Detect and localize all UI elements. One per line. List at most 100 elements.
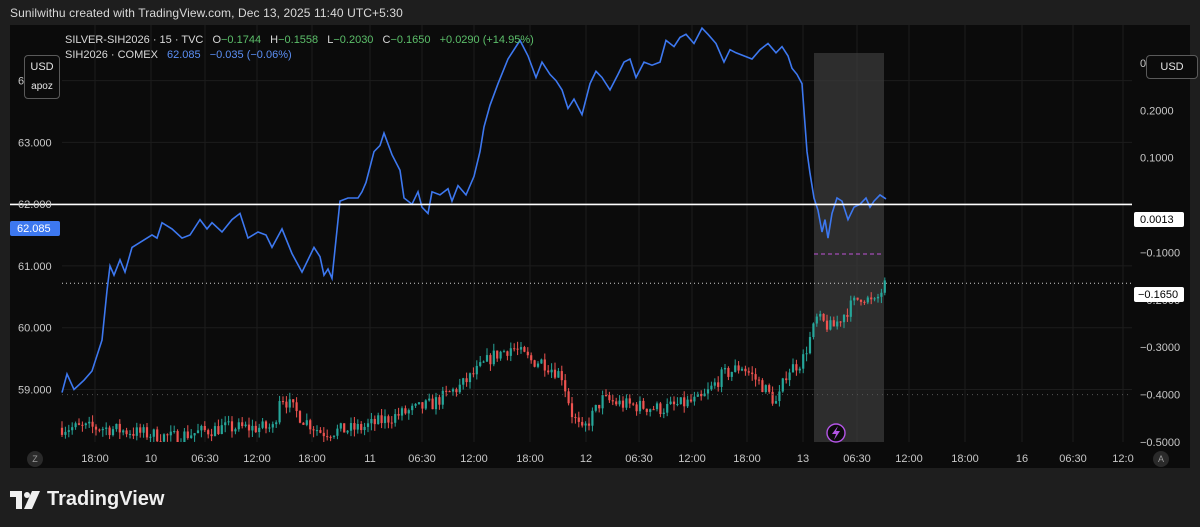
candle-body xyxy=(91,421,94,427)
left-scale-label: apoz xyxy=(31,81,53,92)
horizontal-lines xyxy=(10,203,1132,396)
candle-body xyxy=(594,404,597,411)
time-tick-label: 11 xyxy=(364,453,375,465)
candle-body xyxy=(625,398,628,408)
candle-body xyxy=(247,424,251,431)
auto-scale-button[interactable]: A xyxy=(1153,451,1169,467)
candle-body xyxy=(241,422,244,427)
candle-body xyxy=(315,430,319,432)
candle-body xyxy=(210,434,213,437)
legend-close: −0.1650 xyxy=(390,34,430,46)
autoscale-badge: A xyxy=(1157,454,1164,464)
candle-body xyxy=(703,393,706,397)
candle-body xyxy=(604,395,608,397)
left-scale-button[interactable]: USD apoz xyxy=(24,55,60,99)
candle-body xyxy=(360,424,363,431)
candle-body xyxy=(64,431,67,435)
candle-body xyxy=(506,351,509,356)
candle-body xyxy=(686,399,689,407)
candle-body xyxy=(863,301,866,303)
auto-zoom-button[interactable]: Z xyxy=(27,451,43,467)
time-tick-label: 12:00 xyxy=(678,453,706,465)
candle-body xyxy=(356,424,359,430)
candle-body xyxy=(441,390,444,405)
highlight-region xyxy=(814,53,884,442)
candle-body xyxy=(533,360,536,367)
candle-body xyxy=(696,393,699,397)
candle-body xyxy=(581,421,584,426)
legend-low: −0.2030 xyxy=(333,34,373,46)
candle-body xyxy=(659,403,662,415)
candle-body xyxy=(135,427,138,436)
candle-body xyxy=(370,418,373,424)
candle-body xyxy=(502,351,506,353)
candle-body xyxy=(550,369,553,373)
candle-body xyxy=(649,409,652,412)
tradingview-logo-icon xyxy=(10,490,40,509)
candle-body xyxy=(186,431,189,438)
candle-body xyxy=(380,415,383,424)
time-tick-label: 06:30 xyxy=(408,453,436,465)
candle-body xyxy=(353,423,356,430)
candle-body xyxy=(387,416,390,423)
candle-body xyxy=(281,401,285,403)
candle-body xyxy=(203,426,206,431)
candle-body xyxy=(234,429,237,432)
candle-body xyxy=(332,435,336,437)
candle-body xyxy=(557,371,560,378)
lightning-icon[interactable] xyxy=(826,423,846,443)
legend-main-symbol: SILVER-SIH2026 · 15 · TVC xyxy=(65,34,203,46)
candle-body xyxy=(720,369,723,387)
candle-body xyxy=(645,408,648,412)
candle-body xyxy=(213,426,217,437)
candle-body xyxy=(825,320,829,330)
legend-low-label: L xyxy=(327,34,333,46)
time-tick-label: 12:0 xyxy=(1112,453,1133,465)
candle-body xyxy=(883,280,886,293)
candle-body xyxy=(870,297,873,300)
legend-close-label: C xyxy=(383,34,391,46)
candle-body xyxy=(383,416,387,424)
candle-body xyxy=(564,380,567,392)
candle-body xyxy=(666,403,669,413)
candle-body xyxy=(84,423,87,426)
candles-series xyxy=(60,277,886,442)
candle-body xyxy=(285,401,288,408)
candle-body xyxy=(683,397,686,407)
candle-body xyxy=(526,351,529,356)
candle-body xyxy=(305,420,308,425)
candle-body xyxy=(608,395,611,401)
legend-open-label: O xyxy=(212,34,221,46)
candle-body xyxy=(397,414,400,416)
candle-body xyxy=(128,433,132,435)
candle-body xyxy=(465,378,468,383)
candle-body xyxy=(672,401,676,405)
candle-body xyxy=(757,379,761,381)
tradingview-logo[interactable]: TradingView xyxy=(10,488,164,511)
right-current-price-label: −0.1650 xyxy=(1134,287,1184,302)
candle-body xyxy=(774,401,778,404)
candle-body xyxy=(445,390,448,392)
right-scale-button[interactable]: USD xyxy=(1146,55,1198,79)
candle-body xyxy=(621,400,625,408)
candle-body xyxy=(421,402,424,409)
candle-body xyxy=(598,404,601,409)
candle-body xyxy=(193,433,196,436)
candle-body xyxy=(60,427,64,435)
legend-main[interactable]: SILVER-SIH2026 · 15 · TVC O−0.1744 H−0.1… xyxy=(65,34,534,46)
candle-body xyxy=(336,428,339,436)
candle-body xyxy=(747,371,750,373)
candle-body xyxy=(159,441,162,442)
candle-body xyxy=(339,423,342,429)
candle-body xyxy=(876,296,880,299)
legend-compare[interactable]: SIH2026 · COMEX 62.085 −0.035 (−0.06%) xyxy=(65,49,292,61)
candle-body xyxy=(577,417,580,422)
candle-body xyxy=(611,400,614,402)
candle-body xyxy=(730,371,733,377)
candle-body xyxy=(734,365,737,372)
candle-body xyxy=(319,430,322,433)
candle-body xyxy=(404,408,407,414)
candle-body xyxy=(642,400,645,409)
